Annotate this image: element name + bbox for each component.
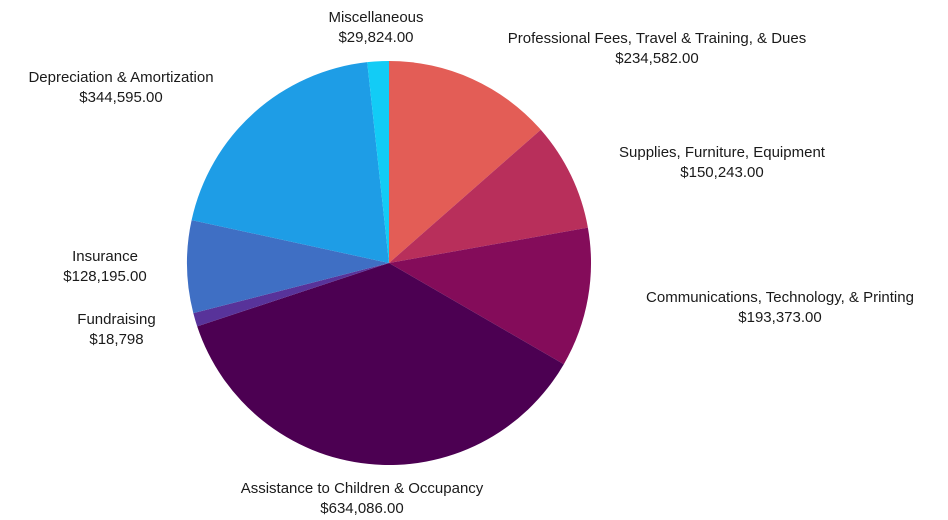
slice-label-value: $193,373.00 [738, 309, 822, 326]
pie-slice-supplies-furniture-equipment [389, 129, 588, 263]
slice-label-assistance: Assistance to Children & Occupancy $634,… [202, 479, 522, 519]
slice-label-value: $344,595.00 [79, 89, 163, 106]
pie-slices [187, 61, 592, 465]
slice-label-depreciation: Depreciation & Amortization $344,595.00 [0, 68, 242, 108]
pie-slice-assistance-to-children-occupancy [197, 263, 564, 465]
slice-label-name: Communications, Technology, & Printing [646, 289, 914, 306]
slice-label-name: Fundraising [77, 311, 156, 328]
pie-slice-miscellaneous [367, 61, 389, 263]
slice-label-value: $234,582.00 [615, 50, 699, 67]
slice-label-value: $29,824.00 [338, 29, 414, 46]
slice-label-name: Professional Fees, Travel & Training, & … [507, 30, 807, 47]
slice-label-insurance: Insurance $128,195.00 [40, 247, 170, 287]
slice-label-name: Depreciation & Amortization [28, 69, 214, 86]
slice-label-supplies: Supplies, Furniture, Equipment $150,243.… [572, 143, 872, 183]
slice-label-name: Supplies, Furniture, Equipment [619, 144, 825, 161]
slice-label-name: Miscellaneous [328, 9, 424, 26]
slice-label-name: Insurance [72, 248, 138, 265]
slice-label-name: Assistance to Children & Occupancy [240, 480, 484, 497]
slice-label-value: $128,195.00 [63, 268, 147, 285]
slice-label-value: $634,086.00 [320, 500, 404, 517]
slice-label-value: $150,243.00 [680, 164, 764, 181]
pie-slice-communications-technology-printing [389, 227, 592, 365]
slice-label-professional-fees: Professional Fees, Travel & Training, & … [462, 29, 852, 69]
slice-label-value: $18,798 [89, 331, 144, 348]
pie-slice-depreciation-amortization [191, 62, 389, 264]
pie-slice-fundraising [193, 263, 389, 327]
slice-label-fundraising: Fundraising $18,798 [50, 310, 183, 350]
pie-slice-insurance [187, 220, 389, 314]
slice-label-communications: Communications, Technology, & Printing $… [612, 288, 948, 328]
slice-label-miscellaneous: Miscellaneous $29,824.00 [300, 8, 452, 48]
pie-slice-professional-fees-travel-training-dues [389, 61, 541, 263]
